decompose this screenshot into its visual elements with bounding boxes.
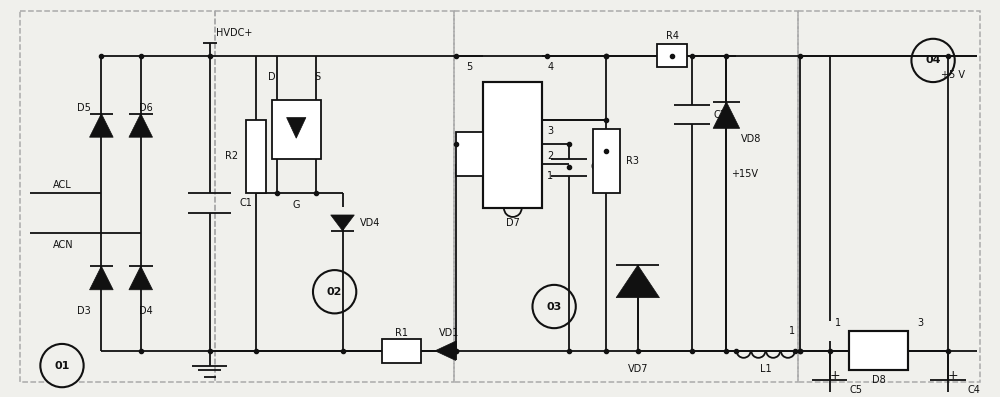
Text: 01: 01 bbox=[54, 360, 70, 370]
Text: +: + bbox=[829, 369, 840, 382]
Text: R1: R1 bbox=[395, 328, 408, 338]
Text: 03: 03 bbox=[547, 301, 562, 312]
Circle shape bbox=[532, 285, 576, 328]
Text: HVDC+: HVDC+ bbox=[216, 28, 252, 38]
Bar bbox=[20, 11, 215, 382]
Text: 02: 02 bbox=[327, 287, 342, 297]
Bar bbox=[657, 44, 687, 67]
Text: D6: D6 bbox=[139, 103, 153, 113]
Polygon shape bbox=[616, 265, 659, 298]
Polygon shape bbox=[129, 266, 153, 290]
Bar bbox=[483, 82, 542, 208]
Text: R3: R3 bbox=[626, 156, 639, 166]
Text: S: S bbox=[495, 159, 500, 168]
Text: D8: D8 bbox=[872, 375, 886, 385]
Circle shape bbox=[40, 344, 84, 387]
Text: B: B bbox=[495, 115, 500, 124]
Text: VD8: VD8 bbox=[741, 134, 762, 144]
Bar bbox=[798, 11, 980, 382]
Bar bbox=[382, 339, 421, 362]
Bar bbox=[246, 119, 266, 193]
Text: +15V: +15V bbox=[731, 169, 758, 179]
Text: 1: 1 bbox=[835, 318, 841, 328]
Text: VD7: VD7 bbox=[628, 364, 648, 374]
Text: 3: 3 bbox=[547, 126, 553, 136]
Text: 8: 8 bbox=[468, 159, 474, 169]
Text: 3: 3 bbox=[917, 318, 923, 328]
Text: S: S bbox=[315, 72, 321, 82]
Polygon shape bbox=[90, 266, 113, 290]
Text: 5: 5 bbox=[466, 62, 473, 72]
Bar bbox=[272, 100, 321, 159]
Bar bbox=[456, 132, 483, 175]
Text: D4: D4 bbox=[139, 306, 153, 316]
Text: +5 V: +5 V bbox=[941, 70, 965, 80]
Text: G: G bbox=[293, 200, 300, 210]
Text: 1: 1 bbox=[547, 171, 553, 181]
Text: ACN: ACN bbox=[53, 239, 74, 249]
Text: 04: 04 bbox=[925, 56, 941, 66]
Text: VinVout: VinVout bbox=[863, 346, 895, 355]
Text: ACL: ACL bbox=[53, 181, 72, 191]
Text: D3: D3 bbox=[77, 306, 91, 316]
Text: FB: FB bbox=[521, 95, 531, 104]
Text: V1: V1 bbox=[284, 146, 296, 156]
Text: L1: L1 bbox=[760, 364, 772, 374]
Text: C4: C4 bbox=[968, 385, 980, 395]
Text: 7: 7 bbox=[468, 139, 474, 149]
Text: C3: C3 bbox=[714, 110, 726, 119]
Text: VD4: VD4 bbox=[360, 218, 381, 228]
Text: 1: 1 bbox=[789, 326, 795, 336]
Text: D: D bbox=[495, 95, 501, 104]
Text: 4: 4 bbox=[547, 62, 553, 72]
Text: +: + bbox=[947, 369, 958, 382]
Text: C5: C5 bbox=[849, 385, 862, 395]
Text: 2: 2 bbox=[547, 151, 553, 161]
Polygon shape bbox=[129, 114, 153, 137]
Bar bbox=[215, 11, 454, 382]
Polygon shape bbox=[331, 215, 354, 231]
Circle shape bbox=[313, 270, 356, 313]
Text: D: D bbox=[268, 72, 275, 82]
Polygon shape bbox=[713, 102, 740, 128]
Polygon shape bbox=[90, 114, 113, 137]
Bar bbox=[454, 11, 798, 382]
Text: R2: R2 bbox=[225, 151, 238, 161]
Text: D5: D5 bbox=[77, 103, 91, 113]
Bar bbox=[849, 331, 908, 370]
Text: C1: C1 bbox=[239, 198, 252, 208]
Text: BP: BP bbox=[521, 115, 531, 124]
Text: S: S bbox=[526, 159, 531, 168]
Polygon shape bbox=[435, 341, 456, 360]
Text: S: S bbox=[526, 140, 531, 148]
Text: VD1: VD1 bbox=[439, 328, 459, 338]
Text: C2: C2 bbox=[591, 162, 604, 172]
Text: S: S bbox=[495, 140, 500, 148]
Polygon shape bbox=[287, 118, 306, 138]
Circle shape bbox=[911, 39, 955, 82]
Text: D7: D7 bbox=[506, 218, 520, 228]
Text: R4: R4 bbox=[666, 31, 679, 41]
Bar bbox=[593, 129, 620, 193]
